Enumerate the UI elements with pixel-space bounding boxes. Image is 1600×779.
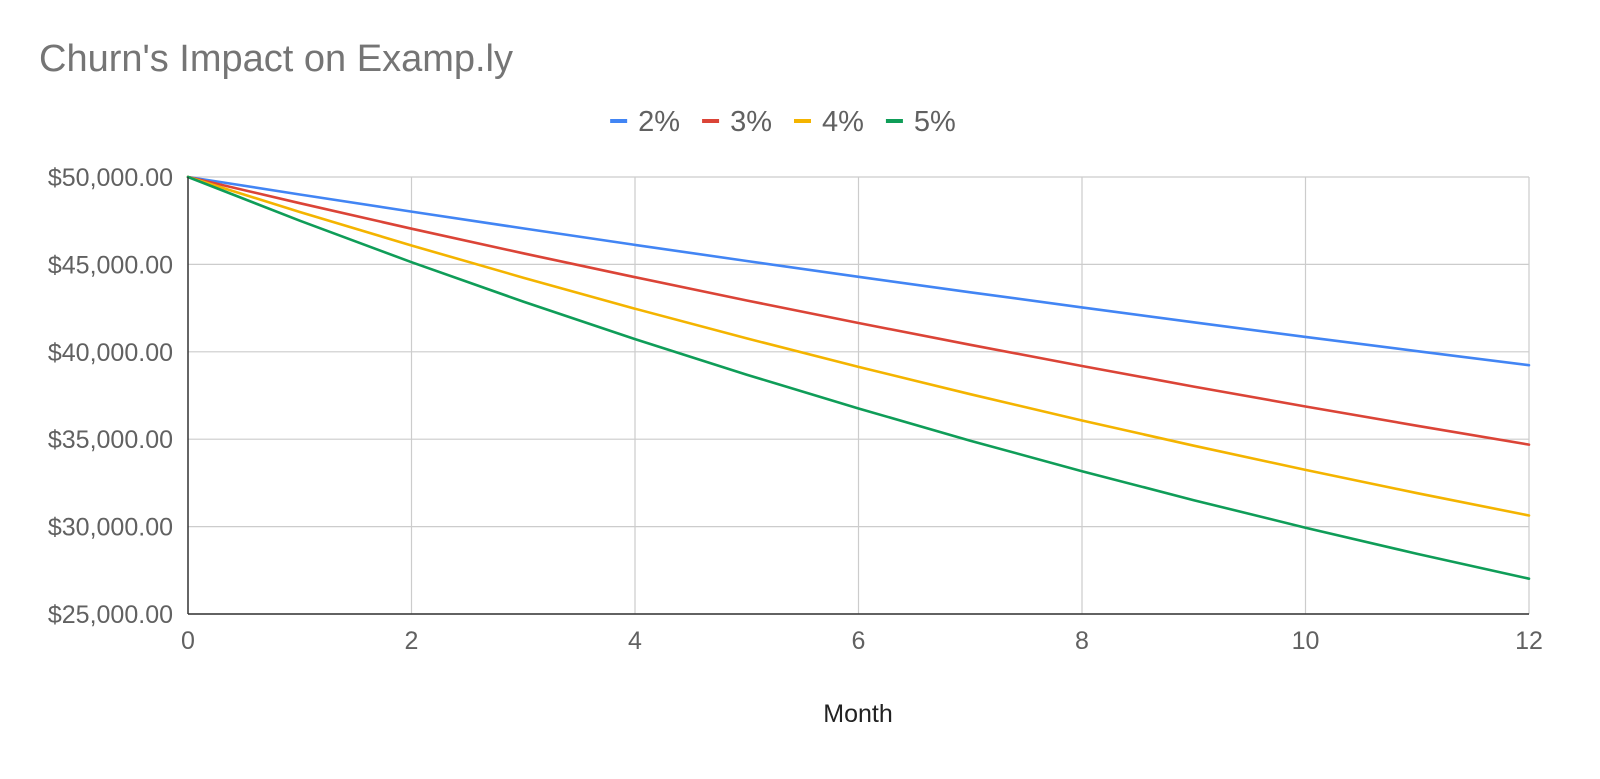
y-tick-label: $25,000.00 — [48, 601, 173, 629]
series-line-2pct — [186, 175, 1531, 367]
x-tick-label: 10 — [1292, 627, 1320, 655]
series-line-5pct — [186, 175, 1531, 581]
legend-item-5pct[interactable]: 5% — [885, 106, 956, 138]
legend: 2% 3% 4% 5% — [610, 106, 956, 138]
legend-label: 3% — [730, 106, 772, 138]
legend-item-3pct[interactable]: 3% — [702, 106, 772, 138]
y-tick-label: $35,000.00 — [48, 426, 173, 454]
legend-item-4pct[interactable]: 4% — [794, 106, 864, 138]
series-line-3pct — [186, 175, 1531, 446]
legend-swatch — [885, 119, 903, 123]
x-tick-label: 12 — [1515, 627, 1543, 655]
gridlines — [188, 176, 1530, 615]
legend-label: 4% — [822, 106, 864, 138]
legend-swatch — [610, 119, 628, 123]
legend-item-2pct[interactable]: 2% — [610, 106, 680, 138]
y-tick-label: $45,000.00 — [48, 251, 173, 279]
x-tick-label: 0 — [181, 627, 195, 655]
x-tick-label: 8 — [1075, 627, 1089, 655]
y-tick-label: $40,000.00 — [48, 339, 173, 367]
legend-label: 5% — [914, 106, 956, 138]
x-tick-label: 6 — [852, 627, 866, 655]
x-axis-tick-labels: 0 2 4 6 8 10 12 — [181, 627, 1543, 655]
x-tick-label: 4 — [628, 627, 642, 655]
y-tick-label: $30,000.00 — [48, 514, 173, 542]
legend-swatch — [702, 119, 720, 123]
legend-swatch — [794, 119, 811, 123]
series-line-4pct — [186, 175, 1531, 517]
legend-label: 2% — [638, 106, 680, 138]
x-tick-label: 2 — [405, 627, 419, 655]
chart-title: Churn's Impact on Examp.ly — [39, 38, 513, 80]
y-axis-tick-labels: $25,000.00 $30,000.00 $35,000.00 $40,000.00… — [48, 164, 173, 629]
y-tick-label: $50,000.00 — [48, 164, 173, 192]
x-axis-title: Month — [823, 700, 892, 728]
series-lines — [186, 175, 1531, 581]
